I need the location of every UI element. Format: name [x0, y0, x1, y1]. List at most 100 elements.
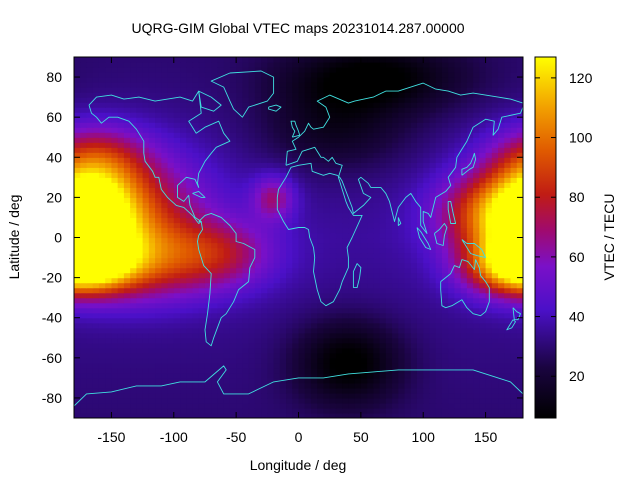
heatmap-cell — [342, 217, 349, 224]
heatmap-cell — [441, 102, 449, 108]
heatmap-cell — [223, 302, 231, 309]
heatmap-cell — [441, 112, 449, 118]
heatmap-cell — [286, 367, 293, 374]
heatmap-cell — [323, 372, 331, 379]
heatmap-cell — [460, 322, 468, 329]
heatmap-cell — [504, 227, 512, 234]
heatmap-cell — [148, 277, 156, 284]
heatmap-cell — [261, 342, 268, 349]
heatmap-cell — [236, 327, 243, 334]
heatmap-cell — [92, 92, 100, 98]
heatmap-cell — [267, 117, 275, 123]
heatmap-cell — [354, 372, 362, 379]
heatmap-cell — [80, 387, 88, 394]
heatmap-cell — [373, 97, 381, 103]
heatmap-cell — [504, 202, 512, 209]
heatmap-cell — [148, 307, 156, 314]
heatmap-cell — [217, 347, 225, 354]
heatmap-cell — [279, 272, 287, 279]
heatmap-cell — [367, 97, 374, 103]
heatmap-cell — [136, 342, 144, 349]
heatmap-cell — [354, 392, 362, 399]
heatmap-cell — [292, 247, 300, 254]
heatmap-cell — [373, 237, 381, 244]
heatmap-cell — [335, 77, 343, 83]
heatmap-cell — [186, 277, 194, 284]
heatmap-cell — [180, 352, 187, 359]
heatmap-cell — [161, 67, 169, 73]
heatmap-cell — [416, 322, 424, 329]
heatmap-cell — [448, 337, 456, 344]
heatmap-cell — [466, 302, 474, 309]
heatmap-cell — [130, 77, 137, 83]
heatmap-cell — [192, 232, 200, 239]
heatmap-cell — [429, 97, 437, 103]
heatmap-cell — [379, 242, 387, 249]
heatmap-cell — [286, 107, 293, 113]
heatmap-cell — [167, 242, 175, 249]
heatmap-cell — [86, 117, 94, 123]
heatmap-cell — [448, 387, 456, 394]
heatmap-cell — [392, 167, 399, 173]
heatmap-cell — [254, 232, 262, 239]
heatmap-cell — [267, 412, 275, 418]
heatmap-cell — [429, 172, 437, 178]
heatmap-cell — [448, 142, 456, 148]
heatmap-cell — [236, 192, 243, 198]
heatmap-cell — [398, 222, 406, 229]
heatmap-cell — [473, 87, 480, 93]
heatmap-cell — [298, 147, 306, 153]
heatmap-cell — [360, 227, 368, 234]
heatmap-cell — [292, 257, 300, 264]
heatmap-cell — [342, 372, 349, 379]
heatmap-cell — [441, 227, 449, 234]
heatmap-cell — [342, 257, 349, 264]
heatmap-cell — [335, 242, 343, 249]
heatmap-cell — [348, 87, 356, 93]
heatmap-cell — [392, 127, 399, 133]
heatmap-cell — [236, 77, 243, 83]
heatmap-cell — [248, 87, 256, 93]
heatmap-cell — [80, 352, 88, 359]
heatmap-cell — [155, 322, 162, 329]
heatmap-cell — [398, 227, 406, 234]
heatmap-cell — [105, 152, 113, 158]
heatmap-cell — [410, 412, 418, 418]
heatmap-cell — [286, 242, 293, 249]
heatmap-cell — [86, 207, 94, 214]
heatmap-cell — [105, 412, 113, 418]
heatmap-cell — [360, 407, 368, 414]
heatmap-cell — [423, 227, 431, 234]
heatmap-cell — [186, 272, 194, 279]
heatmap-cell — [117, 252, 125, 259]
heatmap-cell — [123, 132, 131, 138]
heatmap-cell — [123, 372, 131, 379]
heatmap-cell — [273, 357, 281, 364]
heatmap-cell — [273, 377, 281, 384]
heatmap-cell — [111, 142, 119, 148]
heatmap-cell — [342, 157, 349, 163]
heatmap-cell — [335, 267, 343, 274]
heatmap-cell — [192, 157, 200, 163]
heatmap-cell — [86, 122, 94, 128]
heatmap-cell — [329, 277, 337, 284]
heatmap-cell — [335, 347, 343, 354]
heatmap-cell — [261, 122, 268, 128]
heatmap-cell — [242, 317, 250, 324]
heatmap-cell — [236, 342, 243, 349]
heatmap-cell — [111, 337, 119, 344]
heatmap-cell — [273, 127, 281, 133]
heatmap-cell — [123, 237, 131, 244]
heatmap-cell — [491, 317, 499, 324]
heatmap-cell — [304, 367, 312, 374]
heatmap-cell — [161, 227, 169, 234]
heatmap-cell — [304, 357, 312, 364]
heatmap-cell — [98, 202, 106, 209]
heatmap-cell — [504, 87, 512, 93]
heatmap-cell — [92, 347, 100, 354]
heatmap-cell — [304, 142, 312, 148]
heatmap-cell — [460, 352, 468, 359]
heatmap-cell — [117, 182, 125, 188]
heatmap-cell — [342, 352, 349, 359]
heatmap-cell — [80, 252, 88, 259]
